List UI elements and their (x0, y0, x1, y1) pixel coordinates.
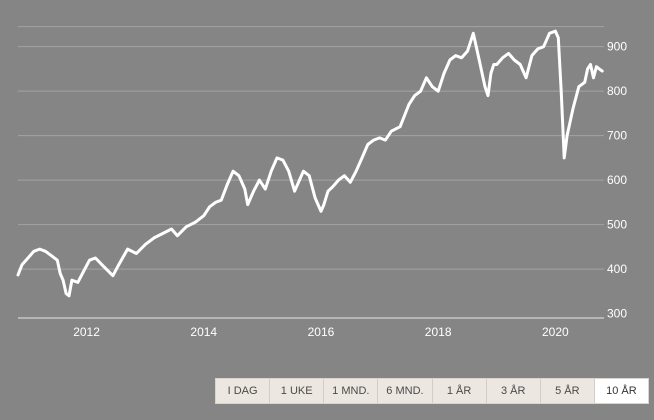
y-tick-label: 500 (607, 218, 627, 232)
chart-area: 300 400 500 600 700 800 900 2012 2014 2016 2018 20… (16, 26, 627, 339)
x-tick-label: 2018 (425, 325, 452, 339)
y-axis-ticks: 300 400 500 600 700 800 900 (607, 40, 627, 321)
y-tick-label: 600 (607, 173, 627, 187)
range-button-1-year[interactable]: 1 ÅR (433, 379, 487, 403)
range-button-6-months[interactable]: 6 MND. (378, 379, 433, 403)
x-tick-label: 2020 (542, 325, 569, 339)
x-axis-ticks: 2012 2014 2016 2018 2020 (73, 325, 569, 339)
y-tick-label: 800 (607, 84, 627, 98)
range-button-1-month[interactable]: 1 MND. (324, 379, 379, 403)
series-layer (16, 29, 604, 298)
x-tick-label: 2012 (73, 325, 100, 339)
series-line-0 (16, 29, 604, 298)
range-button-10-years[interactable]: 10 ÅR (594, 379, 648, 403)
x-tick-label: 2016 (308, 325, 335, 339)
y-tick-label: 700 (607, 129, 627, 143)
time-range-selector: I DAG 1 UKE 1 MND. 6 MND. 1 ÅR 3 ÅR 5 ÅR… (215, 378, 649, 404)
range-button-3-years[interactable]: 3 ÅR (487, 379, 541, 403)
y-tick-label: 300 (607, 307, 627, 321)
x-tick-label: 2014 (190, 325, 217, 339)
y-tick-label: 900 (607, 40, 627, 54)
range-button-1-week[interactable]: 1 UKE (270, 379, 325, 403)
range-button-5-years[interactable]: 5 ÅR (541, 379, 595, 403)
y-tick-label: 400 (607, 262, 627, 276)
range-button-today[interactable]: I DAG (216, 379, 271, 403)
